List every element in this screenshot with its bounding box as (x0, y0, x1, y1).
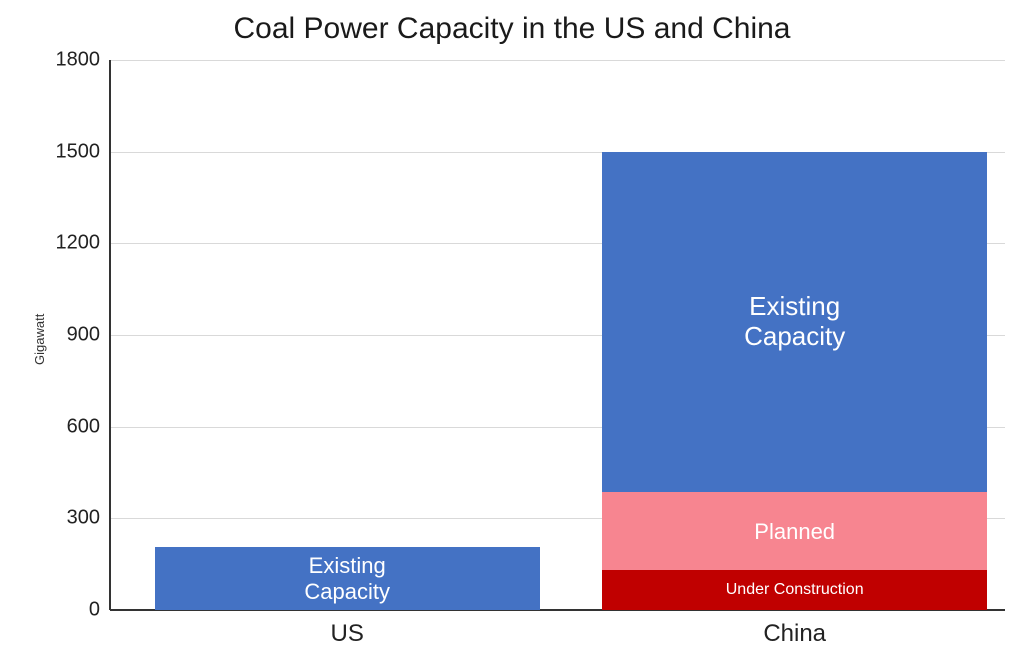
y-axis-label: Gigawatt (32, 314, 47, 365)
y-tick-label: 0 (89, 599, 110, 622)
y-tick-label: 1500 (56, 140, 111, 163)
segment-label-line: Planned (754, 519, 835, 544)
y-tick-label: 600 (67, 415, 110, 438)
segment-existing: ExistingCapacity (602, 152, 987, 493)
segment-under-construction: Under Construction (602, 570, 987, 610)
x-tick-label: US (331, 610, 364, 648)
y-tick-label: 1800 (56, 49, 111, 72)
y-tick-label: 1200 (56, 232, 111, 255)
segment-existing: ExistingCapacity (155, 547, 540, 610)
segment-label-line: Capacity (744, 322, 845, 352)
y-axis-line (109, 60, 111, 610)
segment-label-line: Under Construction (726, 581, 864, 599)
bar-us: ExistingCapacity (155, 547, 540, 610)
chart-title: Coal Power Capacity in the US and China (0, 12, 1024, 46)
segment-label-line: Existing (749, 292, 840, 322)
gridline (110, 60, 1005, 61)
coal-capacity-chart: Coal Power Capacity in the US and China … (0, 0, 1024, 667)
y-tick-label: 900 (67, 324, 110, 347)
y-tick-label: 300 (67, 507, 110, 530)
segment-label-line: Existing (309, 553, 386, 578)
plot-area: 0300600900120015001800USChinaExistingCap… (110, 60, 1005, 610)
x-tick-label: China (763, 610, 826, 648)
bar-china: Under Construction Planned ExistingCapacit… (602, 152, 987, 610)
segment-label-line: Capacity (304, 579, 390, 604)
segment-planned: Planned (602, 492, 987, 570)
